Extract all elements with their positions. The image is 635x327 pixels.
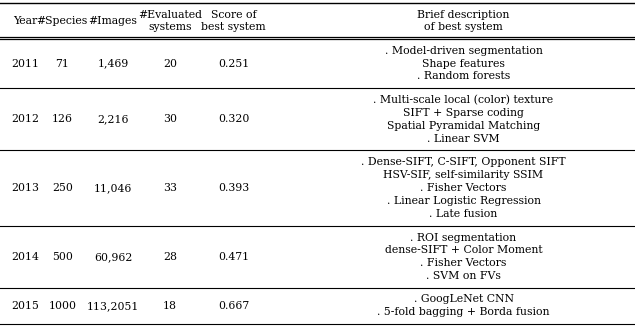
Text: . Multi-scale local (color) texture
SIFT + Sparse coding
Spatial Pyramidal Match: . Multi-scale local (color) texture SIFT… (373, 95, 554, 144)
Text: #Evaluated
systems: #Evaluated systems (138, 10, 202, 32)
Text: 0.251: 0.251 (218, 59, 250, 69)
Text: 28: 28 (163, 252, 177, 262)
Text: 0.320: 0.320 (218, 114, 250, 124)
Text: 1,469: 1,469 (97, 59, 129, 69)
Text: 126: 126 (51, 114, 73, 124)
Text: 20: 20 (163, 59, 177, 69)
Text: 0.393: 0.393 (218, 183, 250, 193)
Text: 0.667: 0.667 (218, 301, 250, 311)
Text: 2012: 2012 (11, 114, 39, 124)
Text: 11,046: 11,046 (94, 183, 132, 193)
Text: 18: 18 (163, 301, 177, 311)
Text: . GoogLeNet CNN
. 5-fold bagging + Borda fusion: . GoogLeNet CNN . 5-fold bagging + Borda… (377, 294, 550, 317)
Text: Year: Year (13, 16, 37, 26)
Text: . Dense-SIFT, C-SIFT, Opponent SIFT
HSV-SIF, self-similarity SSIM
. Fisher Vecto: . Dense-SIFT, C-SIFT, Opponent SIFT HSV-… (361, 157, 566, 219)
Text: 30: 30 (163, 114, 177, 124)
Text: 250: 250 (52, 183, 72, 193)
Text: . Model-driven segmentation
Shape features
. Random forests: . Model-driven segmentation Shape featur… (385, 46, 542, 81)
Text: 500: 500 (52, 252, 72, 262)
Text: 2015: 2015 (11, 301, 39, 311)
Text: 60,962: 60,962 (94, 252, 132, 262)
Text: . ROI segmentation
dense-SIFT + Color Moment
. Fisher Vectors
. SVM on FVs: . ROI segmentation dense-SIFT + Color Mo… (385, 232, 542, 281)
Text: Brief description
of best system: Brief description of best system (417, 10, 510, 32)
Text: 113,2051: 113,2051 (87, 301, 139, 311)
Text: #Images: #Images (89, 16, 137, 26)
Text: Score of
best system: Score of best system (201, 10, 266, 32)
Text: 0.471: 0.471 (218, 252, 250, 262)
Text: 71: 71 (55, 59, 69, 69)
Text: 1000: 1000 (48, 301, 76, 311)
Text: 33: 33 (163, 183, 177, 193)
Text: #Species: #Species (37, 16, 88, 26)
Text: 2,216: 2,216 (97, 114, 129, 124)
Text: 2014: 2014 (11, 252, 39, 262)
Text: 2011: 2011 (11, 59, 39, 69)
Text: 2013: 2013 (11, 183, 39, 193)
